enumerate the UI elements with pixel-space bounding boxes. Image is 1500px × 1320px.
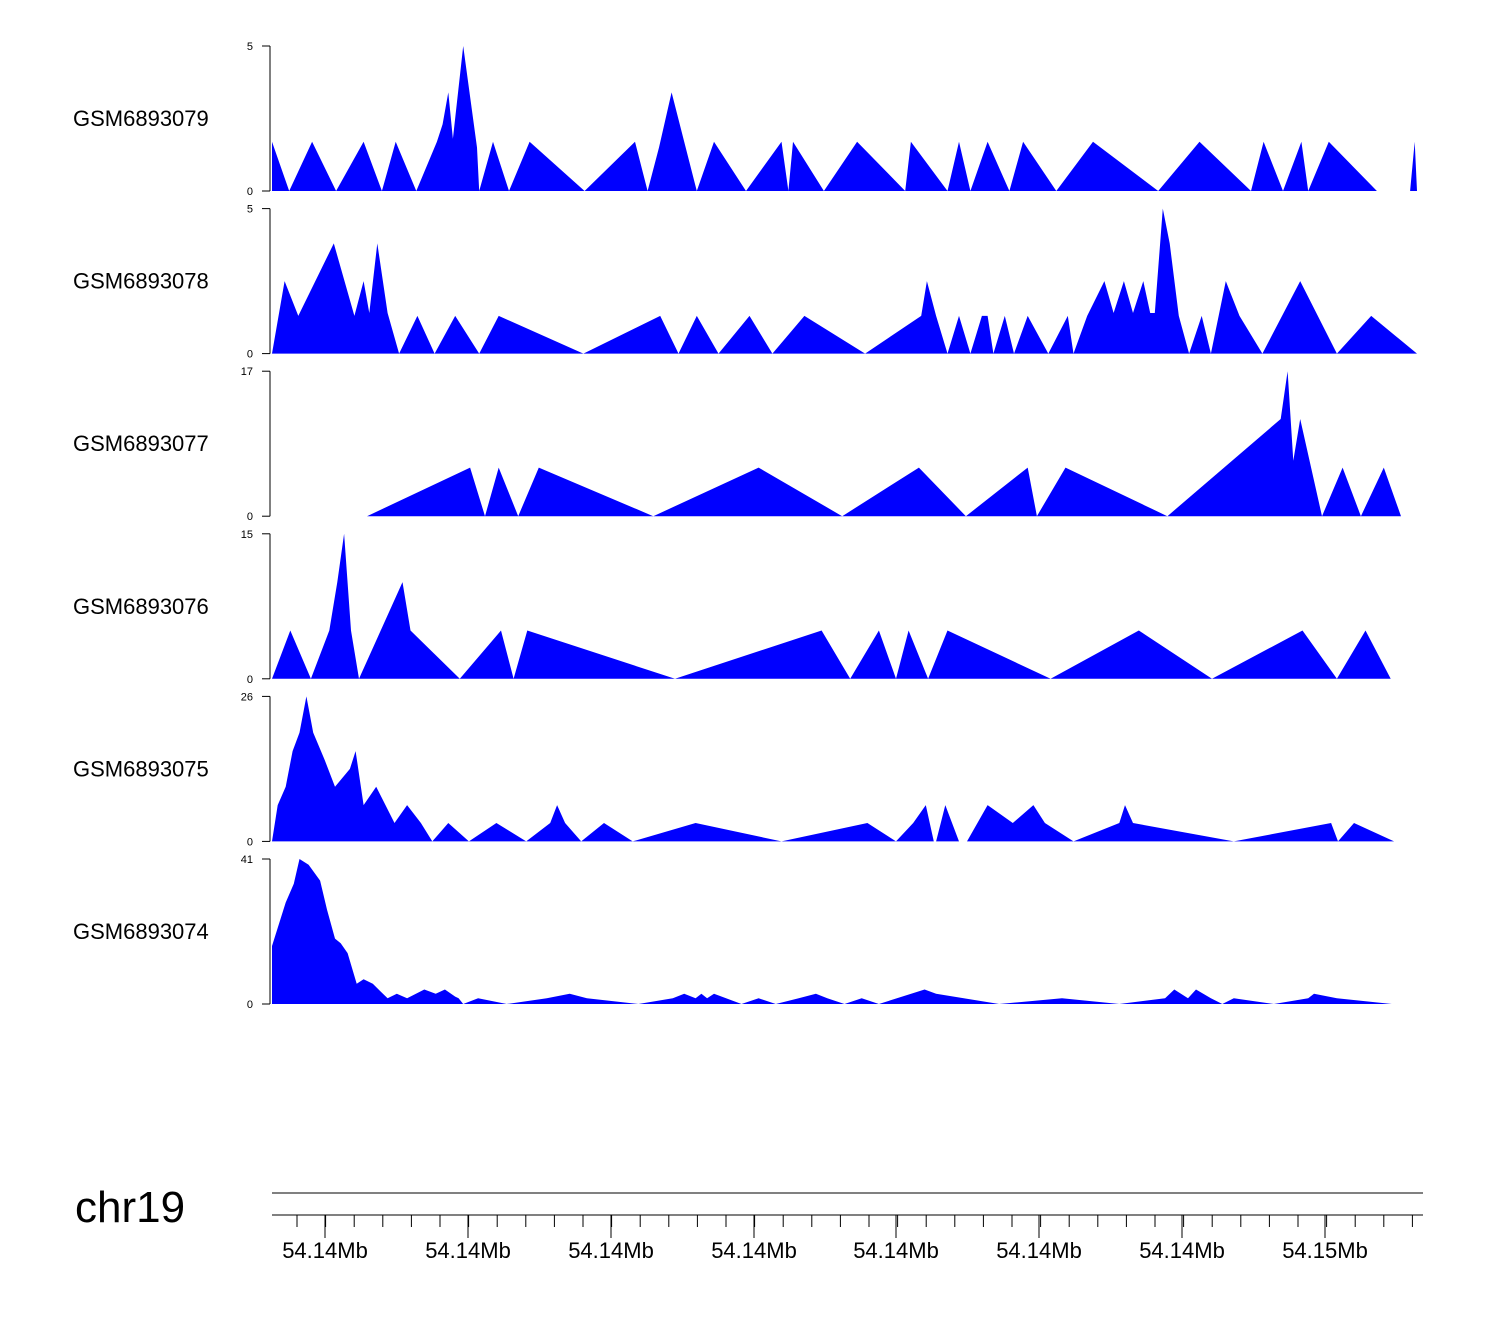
coverage-area	[272, 208, 1417, 354]
y-tick-label-zero: 0	[247, 999, 253, 1011]
y-tick-label-max: 15	[241, 529, 253, 541]
coverage-area	[367, 371, 1401, 517]
y-tick-label-zero: 0	[247, 349, 253, 361]
y-tick-label-max: 5	[247, 41, 253, 53]
track-label: GSM6893078	[73, 269, 209, 294]
y-tick-label-max: 41	[241, 854, 253, 866]
y-tick-label-max: 17	[241, 366, 253, 378]
y-tick-label-max: 5	[247, 204, 253, 216]
axis-tick-label: 54.14Mb	[711, 1238, 797, 1263]
axis-tick-label: 54.14Mb	[568, 1238, 654, 1263]
y-tick-label-zero: 0	[247, 674, 253, 686]
y-tick-label-zero: 0	[247, 836, 253, 848]
track-GSM6893076: GSM6893076 15 0	[73, 529, 1391, 686]
y-tick-label-max: 26	[241, 691, 253, 703]
track-label: GSM6893075	[73, 756, 209, 781]
axis-tick-label: 54.14Mb	[425, 1238, 511, 1263]
track-GSM6893077: GSM6893077 17 0	[73, 366, 1401, 523]
axis-tick-label: 54.14Mb	[282, 1238, 368, 1263]
axis-tick-label: 54.14Mb	[1139, 1238, 1225, 1263]
coverage-area	[272, 46, 1417, 191]
tracks-layer: GSM689307950GSM689307850GSM6893077170GSM…	[73, 41, 1417, 1011]
genome-axis: chr19 54.14Mb 54.14Mb 54.14Mb 54.14Mb 54.14M…	[75, 1183, 1423, 1263]
track-label: GSM6893074	[73, 919, 209, 944]
track-GSM6893075: GSM6893075 26 0	[73, 691, 1395, 848]
axis-ticks: 54.14Mb 54.14Mb 54.14Mb 54.14Mb 54.14Mb 54.14…	[282, 1215, 1413, 1263]
track-GSM6893078: GSM6893078 5 0	[73, 204, 1417, 361]
track-label: GSM6893077	[73, 431, 209, 456]
track-GSM6893079: GSM6893079 5 0	[73, 41, 1417, 198]
coverage-area	[272, 696, 1395, 842]
chromosome-label: chr19	[75, 1183, 185, 1232]
axis-tick-label: 54.14Mb	[853, 1238, 939, 1263]
axis-tick-label: 54.15Mb	[1282, 1238, 1368, 1263]
coverage-area	[272, 533, 1391, 679]
axis-tick-label: 54.14Mb	[996, 1238, 1082, 1263]
y-tick-label-zero: 0	[247, 186, 253, 198]
track-label: GSM6893076	[73, 594, 209, 619]
coverage-area	[272, 859, 1392, 1004]
y-tick-label-zero: 0	[247, 511, 253, 523]
track-GSM6893074: GSM6893074 41 0	[73, 854, 1392, 1011]
track-label: GSM6893079	[73, 106, 209, 131]
